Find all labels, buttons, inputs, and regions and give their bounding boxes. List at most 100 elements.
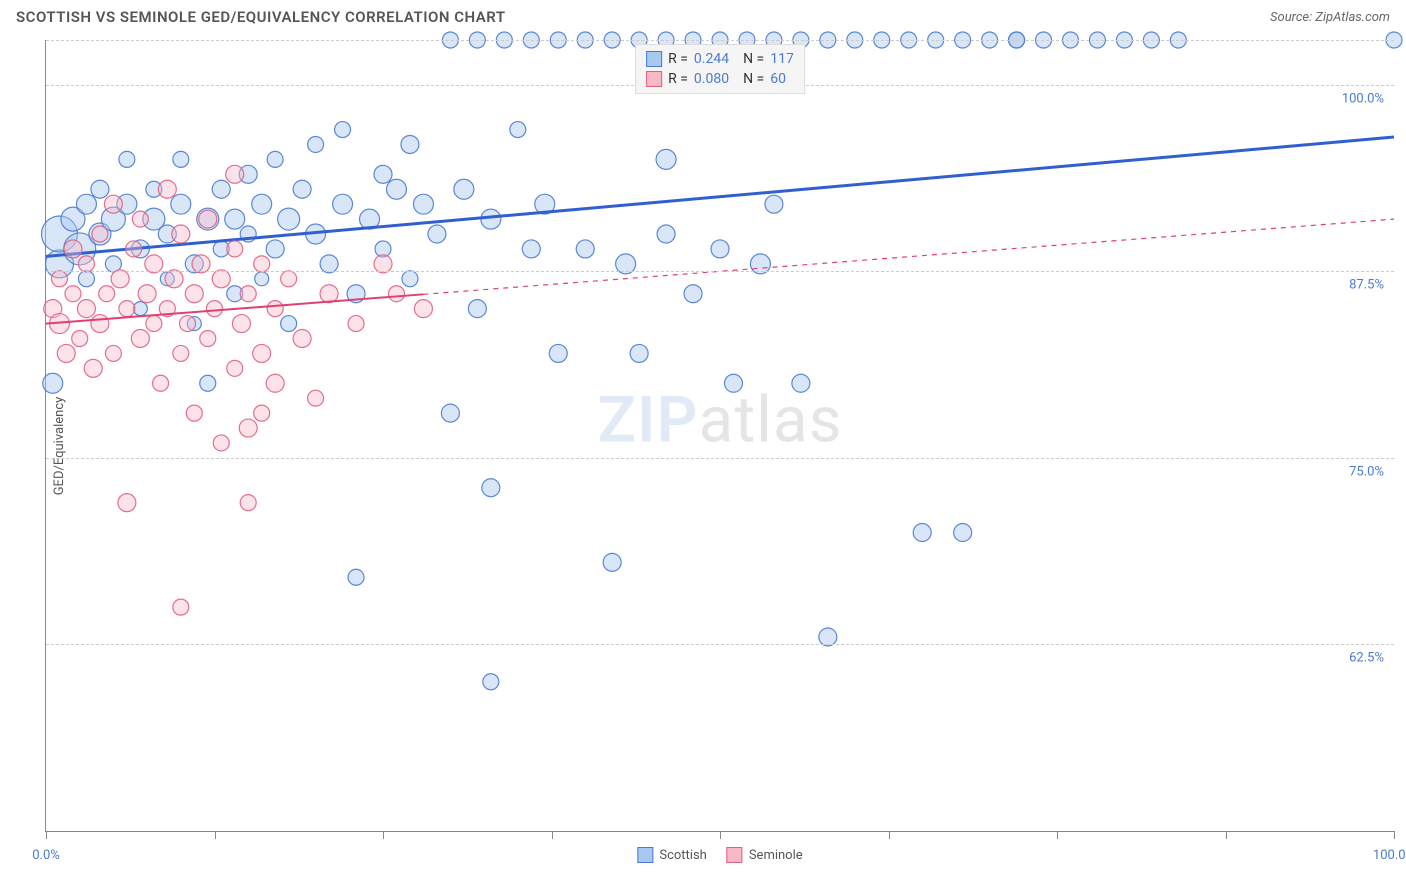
scatter-point [576,240,594,258]
scatter-point [281,316,297,332]
chart-title: SCOTTISH VS SEMINOLE GED/EQUIVALENCY COR… [16,8,506,26]
scatter-point [278,208,300,230]
legend-n-value: 117 [770,51,794,67]
scatter-point [111,270,129,288]
scatter-point [320,255,338,273]
x-tick [1394,831,1395,839]
scatter-point [158,180,176,198]
scatter-point [792,374,810,392]
trend-line-solid [46,137,1394,256]
scatter-point [266,374,284,392]
scatter-point [374,255,392,273]
legend-n-label: N = [743,71,764,87]
scatter-point [145,255,163,273]
legend-swatch [646,71,662,87]
scatter-point [200,330,216,346]
scatter-point [165,270,183,288]
scatter-point [281,271,297,287]
scatter-point [711,240,729,258]
scatter-point [348,569,364,585]
x-tick [1226,831,1227,839]
scatter-point [227,241,243,257]
scatter-point [232,315,250,333]
scatter-point [348,316,364,332]
scatter-point [119,151,135,167]
series-legend: Scottish Seminole [637,847,802,863]
scatter-point [441,404,459,422]
legend-r-value: 0.080 [694,71,729,87]
scatter-point [180,316,196,332]
scatter-point [253,344,271,362]
legend-series-label: Seminole [749,848,803,863]
scatter-point [51,271,67,287]
scatter-point [65,286,81,302]
x-tick [1057,831,1058,839]
scatter-point [401,135,419,153]
legend-series-item: Seminole [727,847,803,863]
scatter-point [91,315,109,333]
scatter-point [78,256,94,272]
scatter-point [333,194,353,214]
scatter-point [510,122,526,138]
legend-n-label: N = [743,51,764,67]
scatter-point [240,286,256,302]
scatter-point [293,180,311,198]
scatter-point [454,179,474,199]
y-tick-label: 75.0% [1349,464,1384,479]
scatter-point [126,241,142,257]
scatter-point [213,435,229,451]
scatter-point [212,270,230,288]
scatter-point [92,226,108,242]
scatter-point [99,286,115,302]
scatter-point [212,180,230,198]
scatter-point [138,285,156,303]
x-tick-label: 0.0% [32,848,60,863]
x-tick [552,831,553,839]
scatter-point [173,151,189,167]
x-tick [720,831,721,839]
scatter-point [227,360,243,376]
scatter-point [603,553,621,571]
legend-series-item: Scottish [637,847,706,863]
x-tick [889,831,890,839]
scatter-point [104,195,122,213]
legend-swatch [646,51,662,67]
scatter-point [254,405,270,421]
scatter-point [172,225,190,243]
scatter-point [57,344,75,362]
scatter-point [186,405,202,421]
scatter-point [199,210,217,228]
scatter-point [522,240,540,258]
x-tick [383,831,384,839]
legend-swatch [727,847,743,863]
scatter-point [374,165,392,183]
scatter-point [468,300,486,318]
scatter-point [308,136,324,152]
scatter-point [171,194,191,214]
scatter-point [192,255,210,273]
scatter-point [414,300,432,318]
scatter-point [131,329,149,347]
scatter-point [200,375,216,391]
scatter-point [386,179,406,199]
scatter-point [482,479,500,497]
y-tick-label: 87.5% [1349,278,1384,293]
scatter-point [413,194,433,214]
legend-correlation-row: R =0.244N =117 [646,49,794,69]
scatter-point [132,211,148,227]
scatter-point [428,225,446,243]
gridline-h [46,458,1394,459]
scatter-point [91,180,109,198]
gridline-h [46,40,1394,41]
scatter-point [207,301,223,317]
scatter-point [77,300,95,318]
scatter-point [254,256,270,272]
scatter-point [76,194,96,214]
trend-line-dashed [423,219,1394,294]
scatter-point [656,149,676,169]
legend-r-value: 0.244 [694,51,729,67]
gridline-h [46,644,1394,645]
scatter-point [549,344,567,362]
scatter-point [119,301,135,317]
scatter-point [293,329,311,347]
